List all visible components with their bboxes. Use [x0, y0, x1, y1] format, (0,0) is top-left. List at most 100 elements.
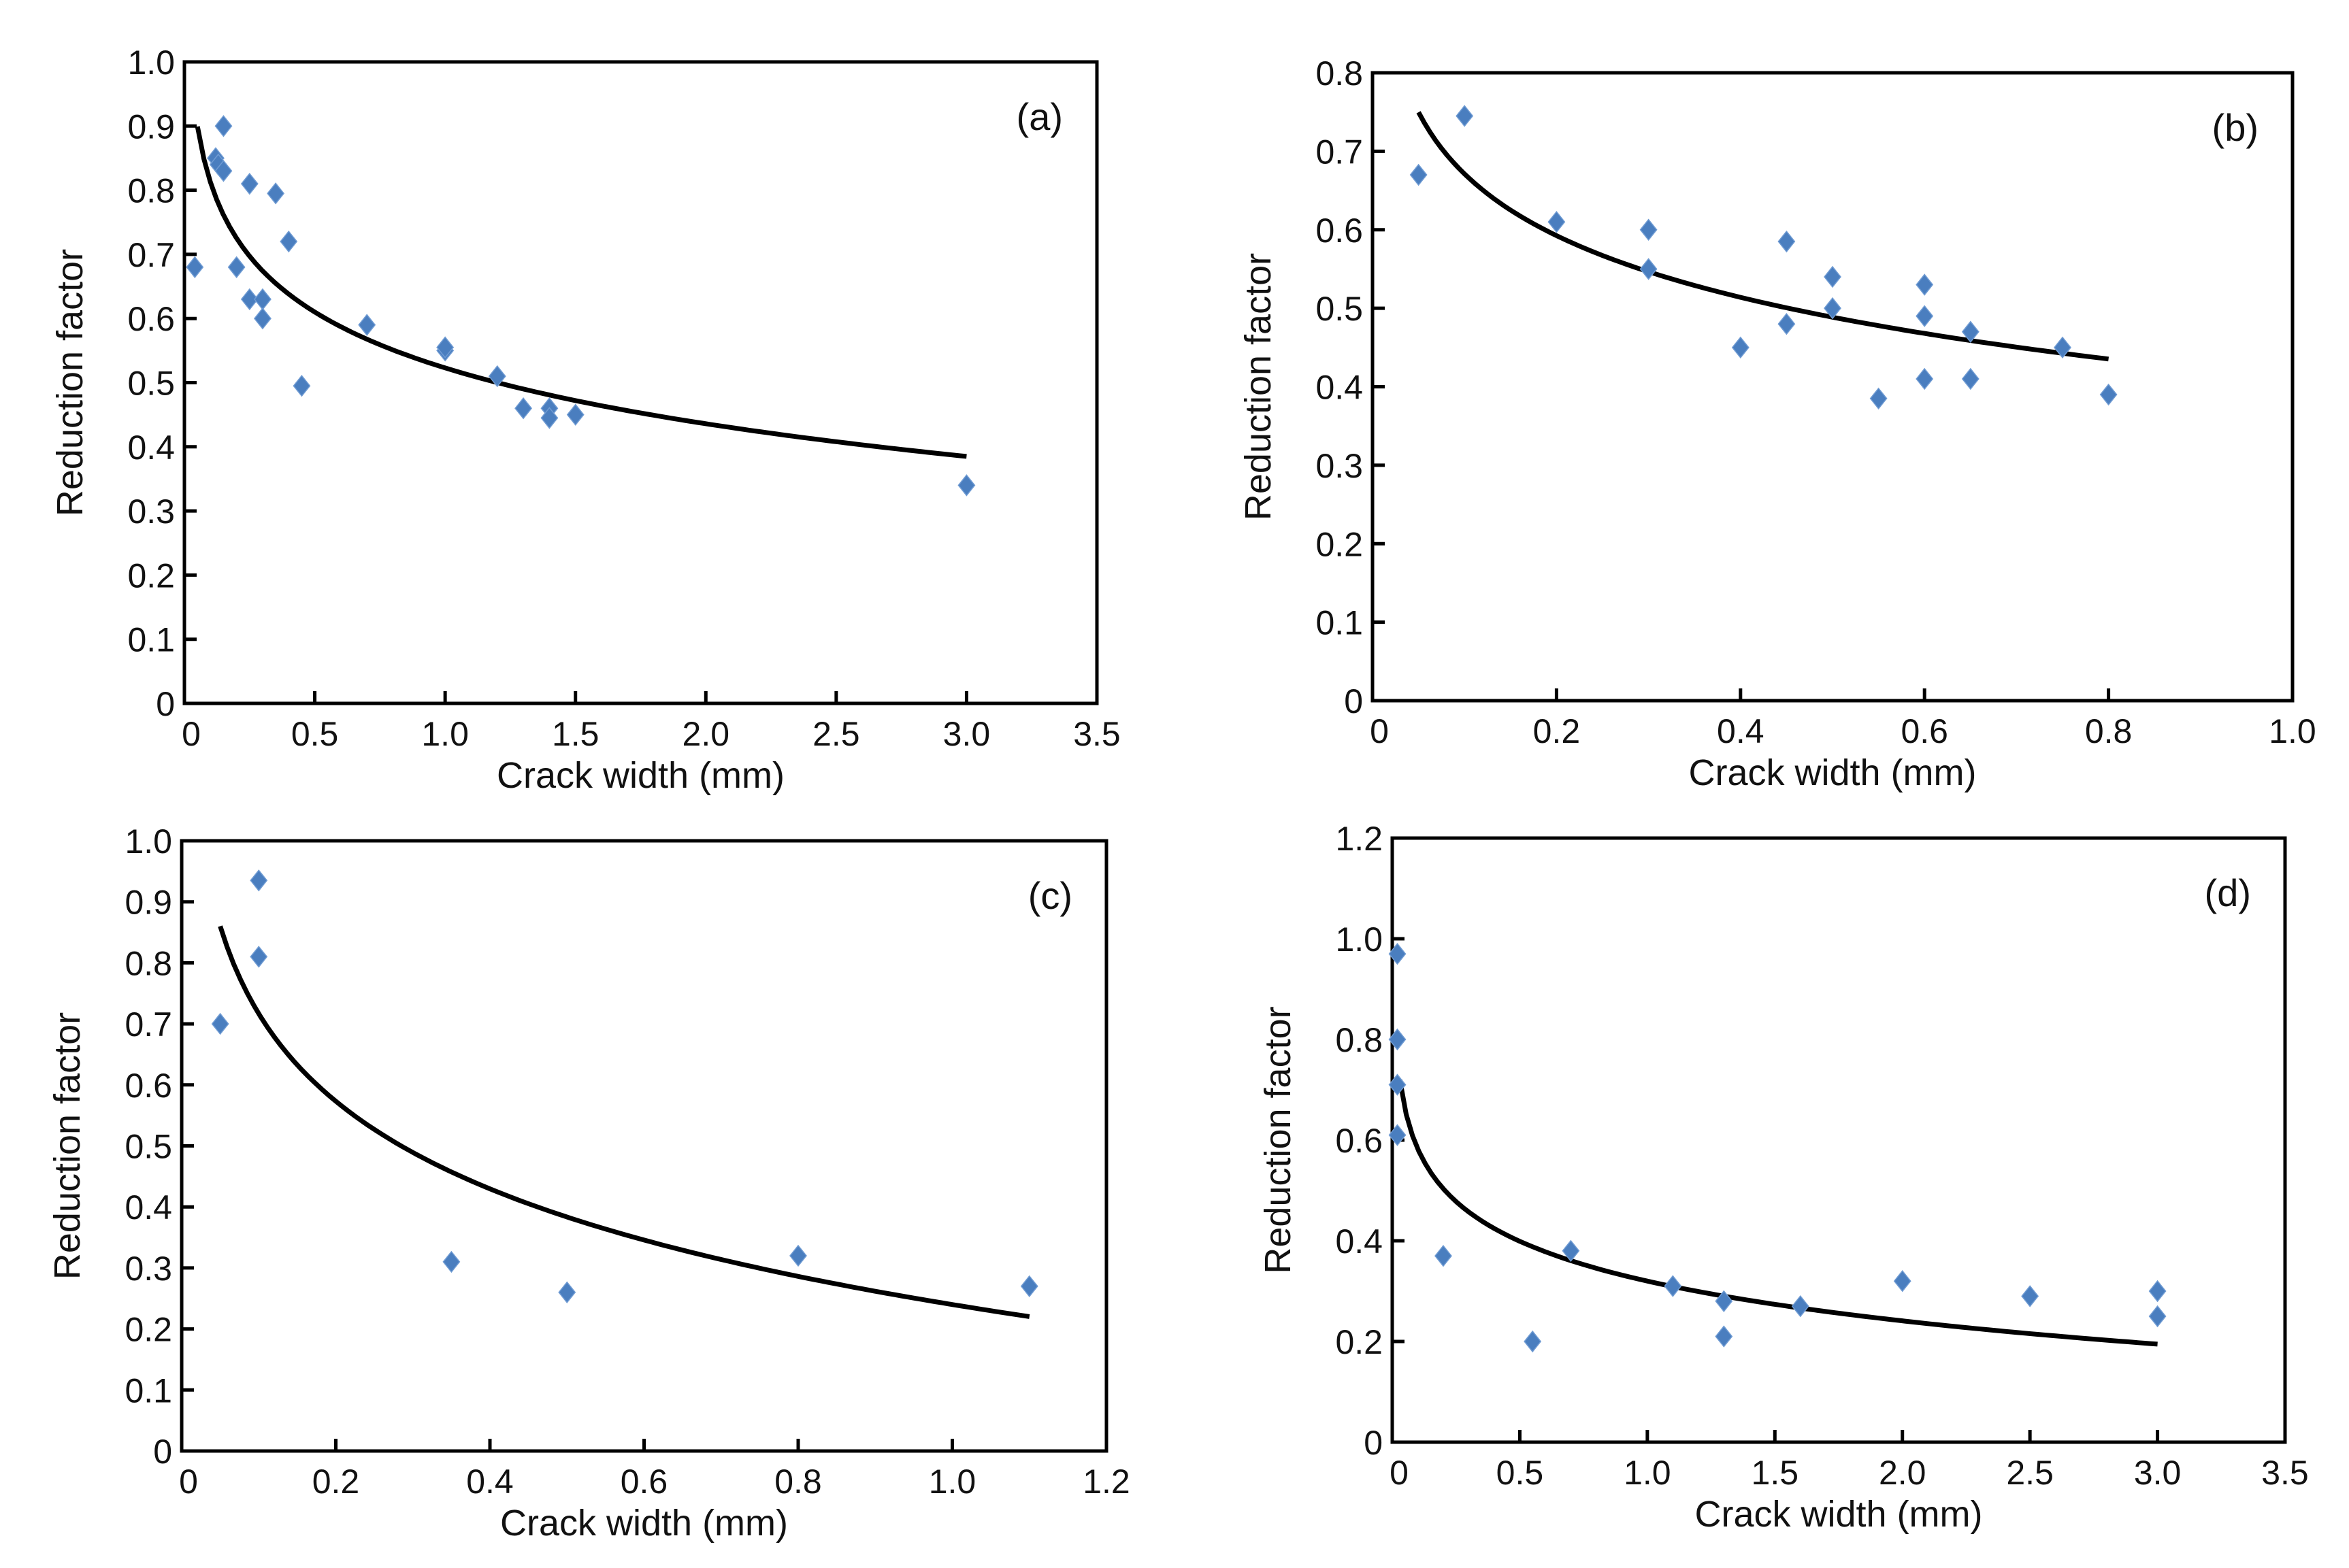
data-point: [1562, 1239, 1580, 1263]
x-tick-label: 0.6: [621, 1463, 668, 1501]
x-tick-label: 2.0: [683, 715, 730, 753]
data-point: [1388, 1073, 1407, 1096]
data-point: [1715, 1290, 1733, 1313]
y-tick-label: 0.1: [127, 621, 175, 659]
data-point: [1731, 336, 1750, 359]
x-tick-label: 3.0: [2134, 1454, 2182, 1492]
y-tick-label: 0.5: [1315, 290, 1363, 328]
panel-label: (a): [1017, 95, 1063, 138]
data-point: [1388, 1028, 1407, 1051]
data-point: [1869, 387, 1888, 410]
y-tick-label: 0.9: [127, 107, 175, 146]
y-tick-label: 0.5: [127, 365, 175, 403]
data-point: [2148, 1280, 2167, 1303]
panel-label: (c): [1028, 874, 1072, 917]
data-point: [1824, 265, 1841, 288]
plot-frame: [180, 839, 1108, 1453]
data-point: [1456, 105, 1474, 127]
data-point: [240, 172, 259, 195]
y-tick-label: 0.4: [1335, 1222, 1383, 1261]
y-tick-label: 0.4: [127, 429, 175, 467]
data-point: [214, 160, 233, 182]
data-point: [1715, 1325, 1733, 1348]
data-point: [1777, 230, 1796, 253]
y-tick-label: 0.6: [1315, 212, 1363, 250]
data-point: [1524, 1330, 1542, 1353]
y-tick-label: 0: [153, 1433, 172, 1471]
data-point: [566, 403, 585, 426]
chart-panel-d: 0 0.2 0.4 0.6 0.8 1.0 1.2 0 0.5 1.0 1.5 2.0 2.5 3.0 3.…: [1258, 820, 2309, 1535]
y-tick-label: 0.8: [125, 944, 172, 982]
data-point: [436, 336, 455, 358]
x-tick-label: 3.0: [943, 715, 991, 753]
y-tick-label: 0.2: [1335, 1323, 1383, 1361]
y-tick-label: 0.7: [1315, 133, 1363, 171]
data-point: [514, 397, 533, 420]
y-tick-label: 0.2: [1315, 525, 1363, 563]
y-tick-label: 0.8: [1315, 54, 1363, 93]
data-point: [211, 1012, 229, 1035]
y-tick-label: 1.0: [1335, 920, 1383, 958]
data-point: [240, 288, 259, 311]
y-tick-label: 0.5: [125, 1128, 172, 1166]
data-point: [227, 256, 246, 278]
data-point: [293, 375, 311, 397]
data-point: [1916, 273, 1934, 296]
data-point: [1961, 320, 1980, 343]
data-point: [2099, 383, 2118, 406]
y-tick-label: 1.0: [125, 822, 172, 861]
fit-curve: [195, 126, 967, 459]
data-point: [358, 314, 376, 336]
data-point: [789, 1244, 807, 1267]
x-tick-label: 2.5: [812, 715, 860, 753]
plot-frame: [1370, 71, 2295, 703]
data-point: [558, 1281, 576, 1303]
data-point: [186, 256, 204, 278]
chart-panel-a: 0 0.1 0.2 0.3 0.4 0.5 0.6 0.7 0.8 0.9 1.0 0 0.5 1.0 1.…: [50, 44, 1121, 796]
y-tick-label: 0.2: [125, 1311, 172, 1349]
y-tick-label: 0.4: [1315, 369, 1363, 407]
plot-frame: [182, 60, 1099, 705]
x-tick-label: 0: [1370, 712, 1389, 750]
x-tick-label: 0: [182, 715, 201, 753]
y-tick-label: 1.2: [1335, 820, 1383, 858]
plot-frame: [1390, 836, 2287, 1444]
data-point: [488, 365, 506, 388]
x-axis-label: Crack width (mm): [1688, 752, 1976, 793]
y-axis-label: Reduction factor: [1258, 1006, 1298, 1273]
y-tick-label: 0.3: [1315, 447, 1363, 485]
data-point: [250, 946, 268, 968]
x-tick-label: 1.5: [552, 715, 599, 753]
data-point: [540, 407, 559, 429]
data-point: [1916, 305, 1934, 327]
x-tick-label: 1.2: [1083, 1463, 1130, 1501]
data-point: [280, 230, 298, 253]
y-axis-label: Reduction factor: [50, 249, 91, 516]
y-tick-label: 0.8: [1335, 1021, 1383, 1059]
fit-curve: [1416, 111, 2109, 362]
data-point: [1409, 163, 1428, 186]
y-tick-label: 0.6: [125, 1067, 172, 1105]
x-tick-label: 0.5: [1496, 1454, 1544, 1492]
y-axis-label: Reduction factor: [1238, 253, 1279, 520]
x-tick-label: 0.5: [291, 715, 339, 753]
x-tick-label: 2.0: [1879, 1454, 1926, 1492]
data-point: [1824, 297, 1841, 320]
x-tick-label: 3.5: [2261, 1454, 2309, 1492]
y-tick-label: 0.6: [1335, 1122, 1383, 1160]
data-point: [1434, 1244, 1452, 1267]
x-tick-label: 0.4: [466, 1463, 514, 1501]
x-tick-label: 2.5: [2006, 1454, 2054, 1492]
data-point: [2148, 1305, 2167, 1328]
x-tick-label: 0.2: [312, 1463, 360, 1501]
y-tick-label: 0.2: [127, 556, 175, 595]
y-tick-label: 0.1: [125, 1371, 172, 1409]
chart-panel-b: 0 0.1 0.2 0.3 0.4 0.5 0.6 0.7 0.8 0 0.2 0.4 0.6 0.8 1.…: [1238, 54, 2316, 793]
data-point: [2054, 336, 2071, 359]
x-tick-label: 0: [1390, 1454, 1409, 1492]
x-tick-label: 0: [179, 1463, 198, 1501]
data-point: [1893, 1269, 1911, 1292]
x-tick-label: 0.4: [1717, 712, 1764, 750]
x-tick-label: 0.6: [1901, 712, 1948, 750]
y-tick-label: 0: [1364, 1424, 1383, 1462]
